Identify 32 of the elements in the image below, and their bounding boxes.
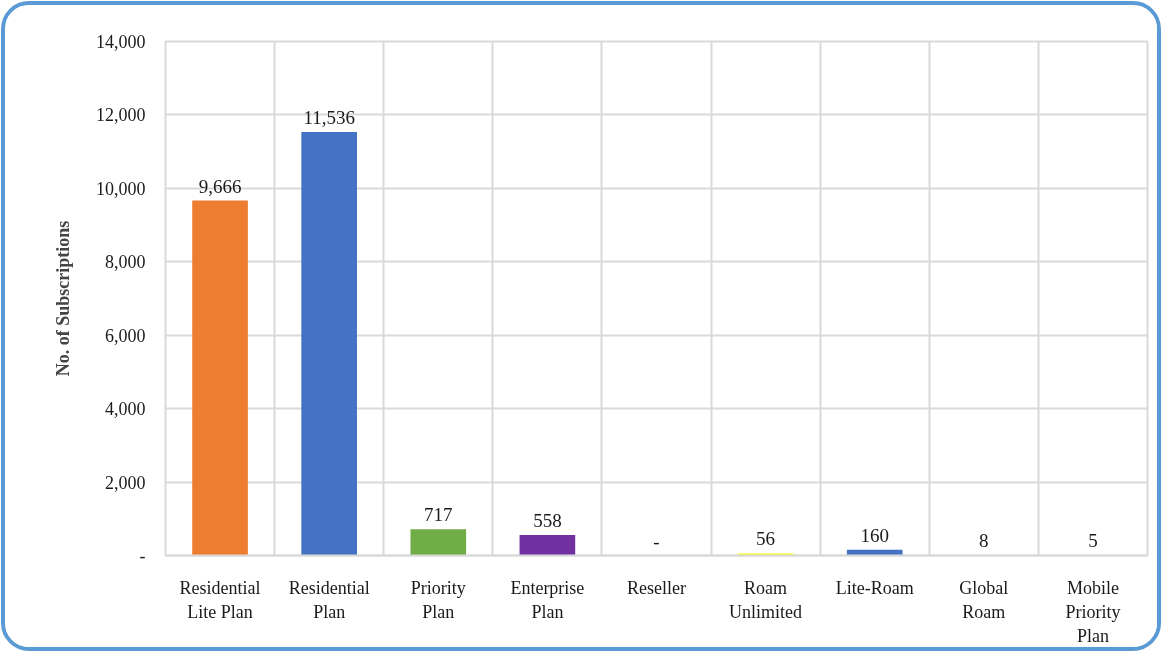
data-label: - bbox=[653, 530, 660, 552]
x-tick-label: Residential Plan bbox=[288, 577, 370, 622]
data-label: 160 bbox=[860, 524, 889, 546]
bar bbox=[410, 529, 467, 556]
y-tick-label: 6,000 bbox=[105, 325, 146, 346]
x-tick-label: Reseller bbox=[627, 577, 686, 598]
x-tick-label: Global Roam bbox=[959, 577, 1009, 622]
data-label: 558 bbox=[533, 510, 562, 532]
x-tick-label: Roam Unlimited bbox=[729, 577, 803, 622]
x-tick-label: Residential Lite Plan bbox=[179, 577, 261, 622]
y-tick-label: 4,000 bbox=[105, 399, 146, 420]
y-axis-title: No. of Subscriptions bbox=[53, 220, 73, 377]
y-tick-label: 12,000 bbox=[96, 105, 146, 126]
y-tick-label: 2,000 bbox=[105, 472, 146, 493]
x-tick-label: Priority Plan bbox=[410, 577, 466, 622]
data-label: 11,536 bbox=[303, 106, 355, 128]
y-tick-label: - bbox=[139, 546, 146, 566]
data-label: 8 bbox=[979, 530, 989, 552]
y-tick-label: 8,000 bbox=[105, 252, 146, 273]
x-tick-label: Mobile Priority Plan bbox=[1065, 577, 1121, 646]
bar bbox=[192, 200, 248, 556]
bar bbox=[737, 553, 794, 556]
data-label: 56 bbox=[756, 528, 776, 550]
data-label: 717 bbox=[424, 504, 453, 526]
x-tick-label: Lite-Roam bbox=[835, 577, 914, 598]
x-tick-label: Enterprise Plan bbox=[510, 577, 585, 622]
data-label: 9,666 bbox=[198, 175, 242, 197]
y-tick-label: 14,000 bbox=[96, 32, 146, 52]
bar bbox=[519, 535, 576, 556]
bar bbox=[301, 131, 357, 556]
y-tick-label: 10,000 bbox=[96, 178, 146, 199]
data-label: 5 bbox=[1088, 530, 1098, 552]
